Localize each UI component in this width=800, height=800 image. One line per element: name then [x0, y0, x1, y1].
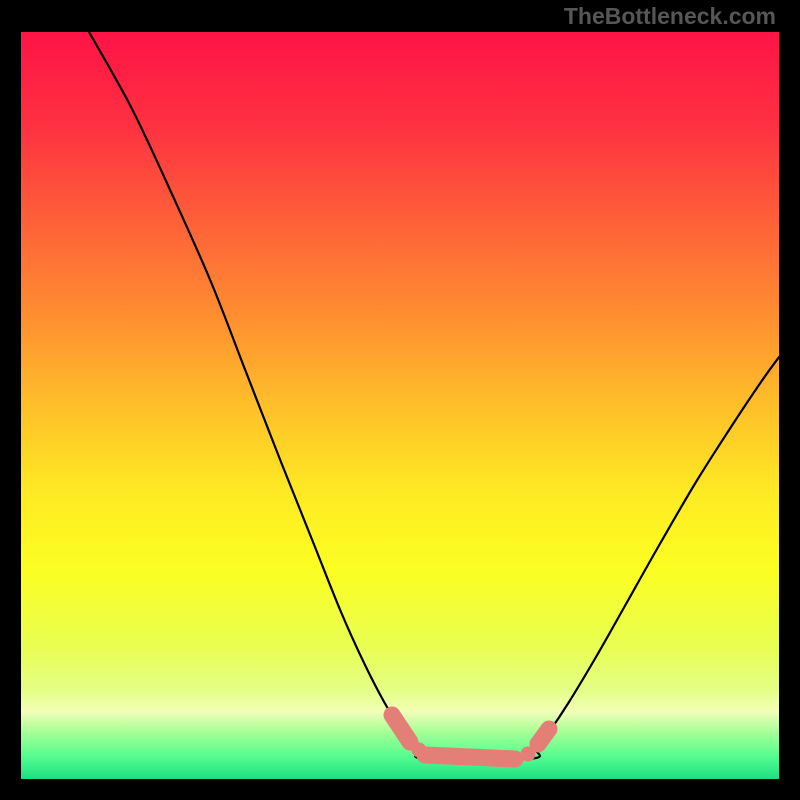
- watermark-text: TheBottleneck.com: [564, 3, 776, 30]
- plot-area: [21, 32, 779, 779]
- marker-capsule: [538, 729, 549, 744]
- marker-capsule: [425, 755, 515, 759]
- bottleneck-curve: [21, 32, 779, 779]
- v-curve-path: [89, 32, 779, 759]
- marker-capsule: [392, 715, 410, 742]
